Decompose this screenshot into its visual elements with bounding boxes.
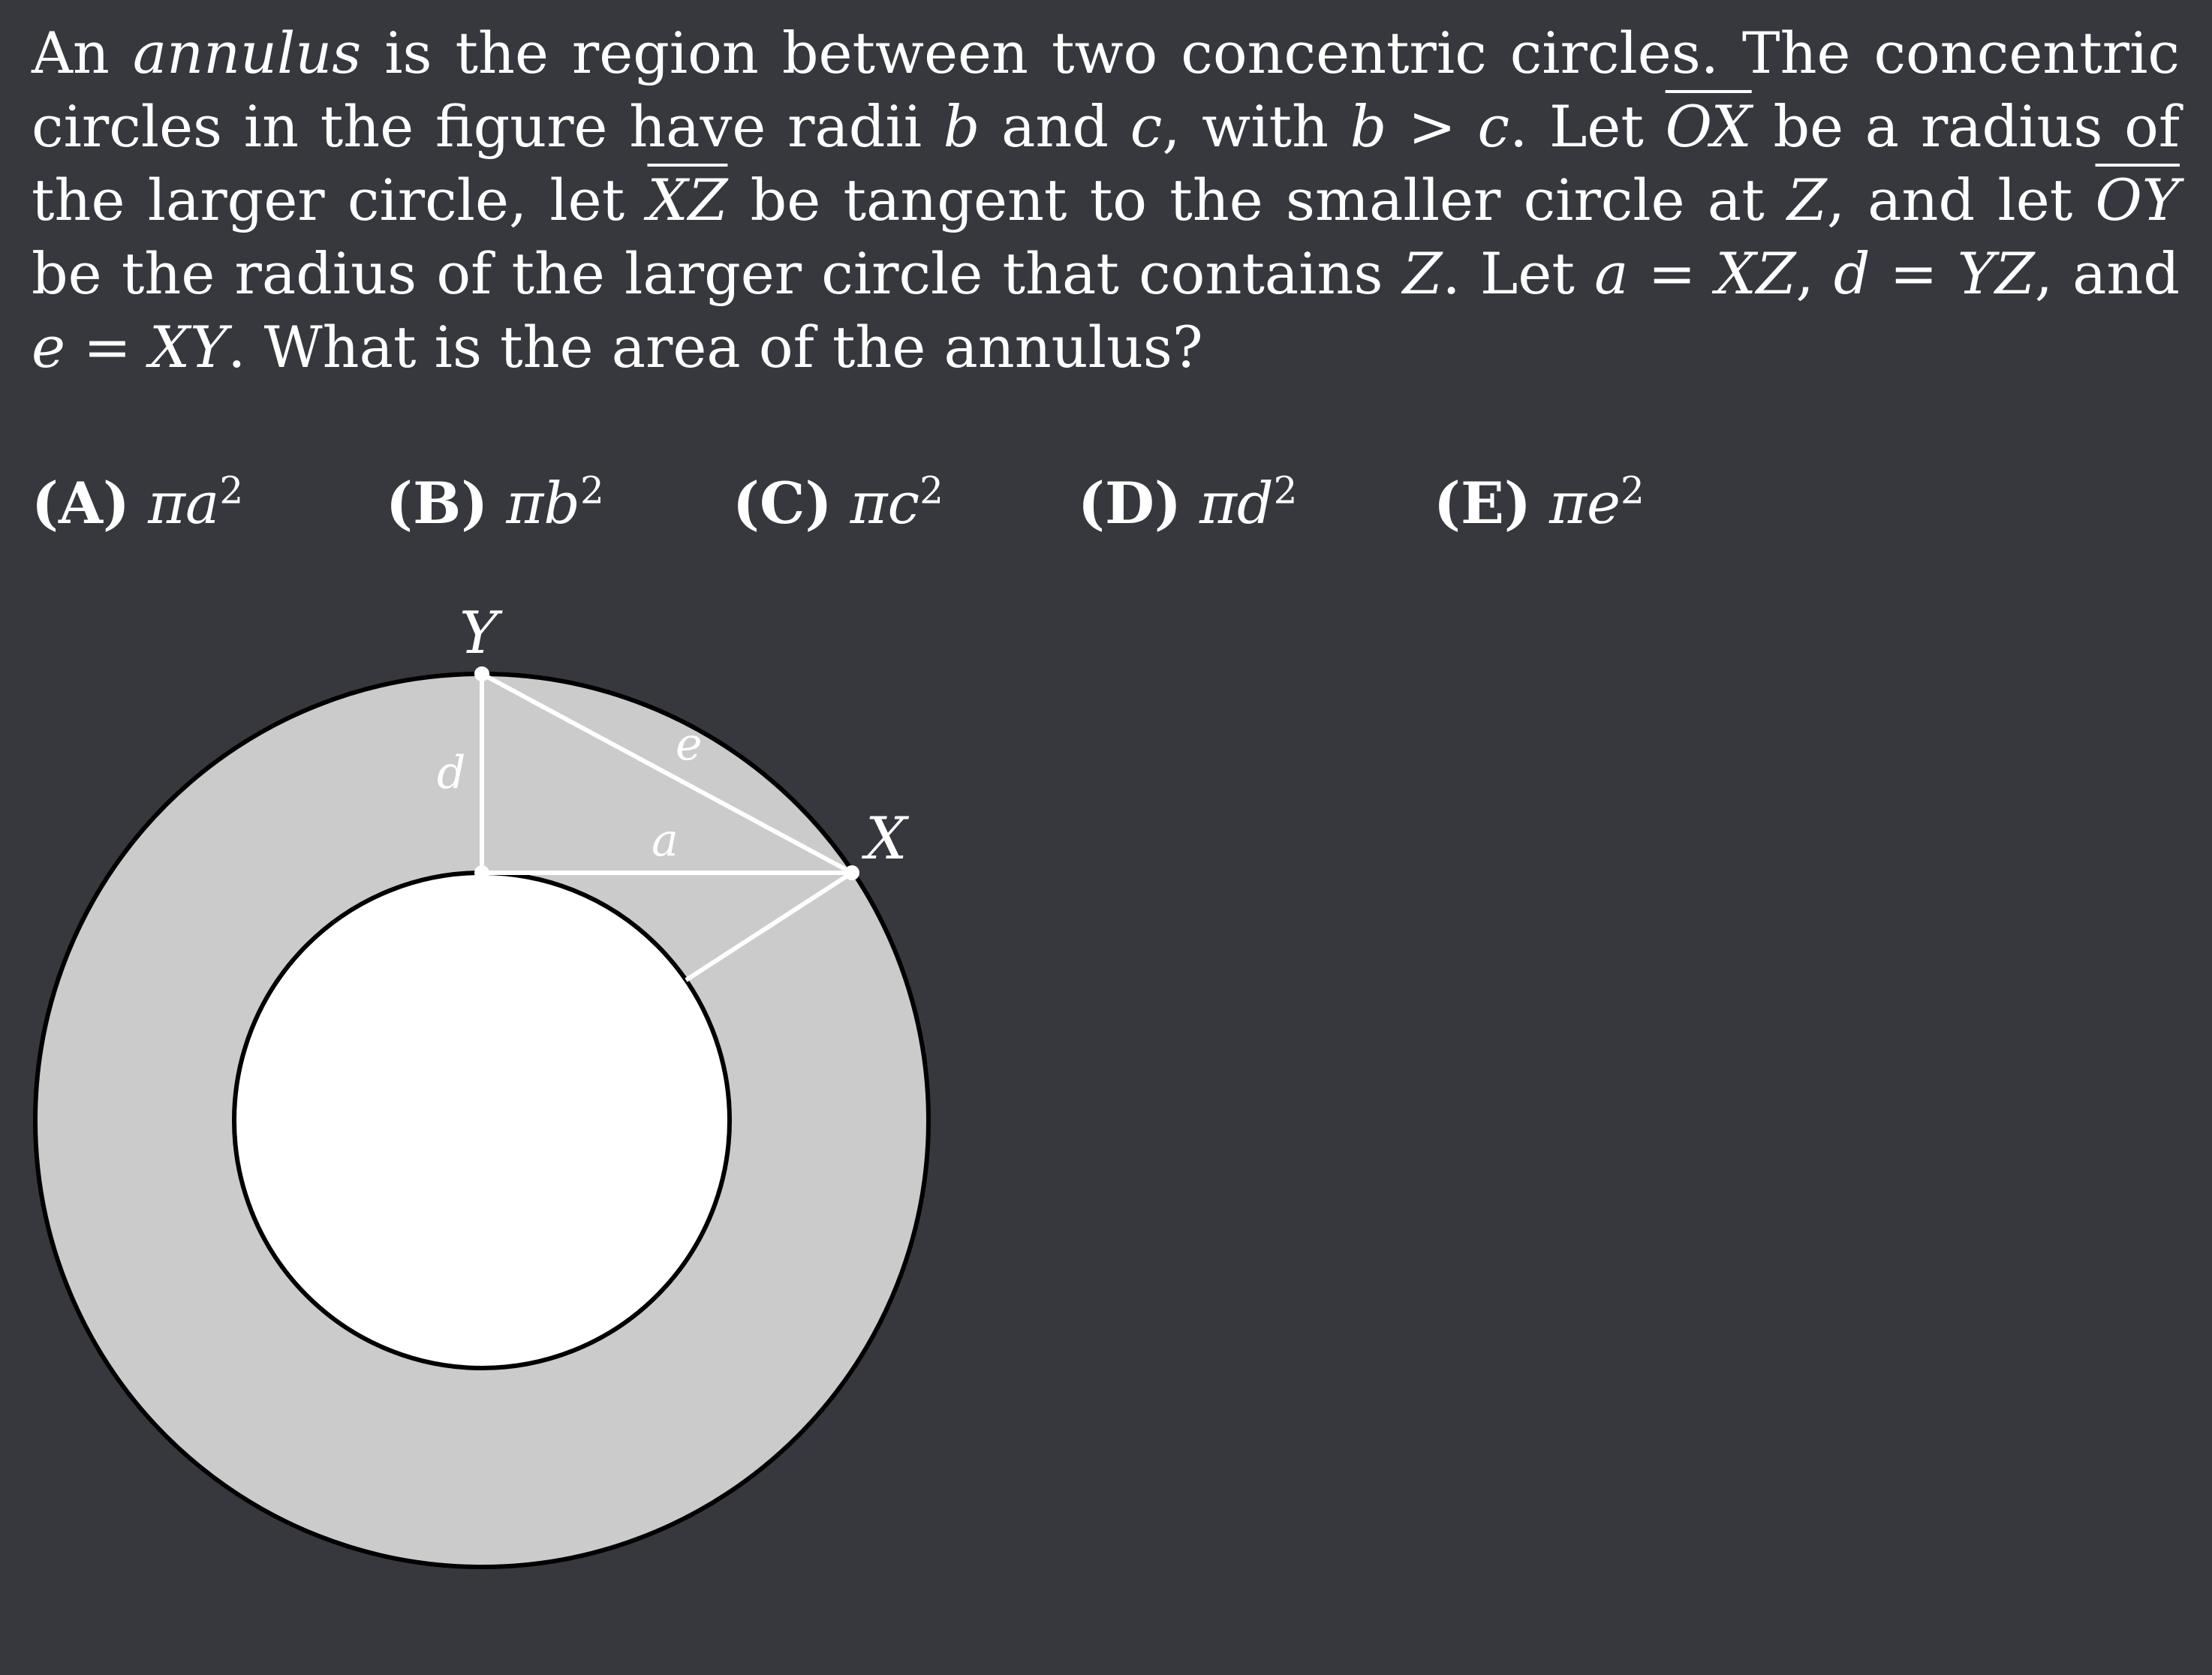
var-b: b [943,93,980,160]
var-c: c [1130,93,1163,160]
choice-B[interactable]: (B) πb2 [386,468,604,537]
segment-e [480,672,853,875]
segment-OY: OY [2095,167,2180,233]
label-Y: Y [459,600,503,667]
equation-e: e = XY [32,314,228,380]
point-Y-dot [474,666,489,681]
label-e: e [676,718,703,771]
point-Z: Z [1787,167,1827,233]
point-Z: Z [1402,240,1443,307]
equation-a: a = XZ [1594,240,1796,307]
inequality: b > c [1350,93,1510,160]
annulus-diagram: Y X d e a [33,600,931,1569]
inner-circle [232,871,732,1370]
choice-A[interactable]: (A) πa2 [32,468,244,537]
answer-choices: (A) πa2 (B) πb2 (C) πc2 (D) πd2 (E) πe2 [32,462,1833,545]
choice-D[interactable]: (D) πd2 [1078,468,1298,537]
choice-C[interactable]: (C) πc2 [733,468,943,537]
segment-XO-partial [685,871,853,982]
point-Z-dot [474,865,489,880]
term-annulus: annulus [132,20,362,86]
segment-OX: OX [1665,93,1752,160]
label-X: X [861,805,910,873]
choice-E[interactable]: (E) πe2 [1434,468,1645,537]
equation-d: d = YZ [1833,240,2035,307]
point-X-dot [844,865,859,880]
problem-statement: An annulus is the region between two con… [32,20,2180,380]
label-d: d [437,747,465,799]
label-a: a [652,814,679,867]
segment-XZ: XZ [647,167,728,233]
